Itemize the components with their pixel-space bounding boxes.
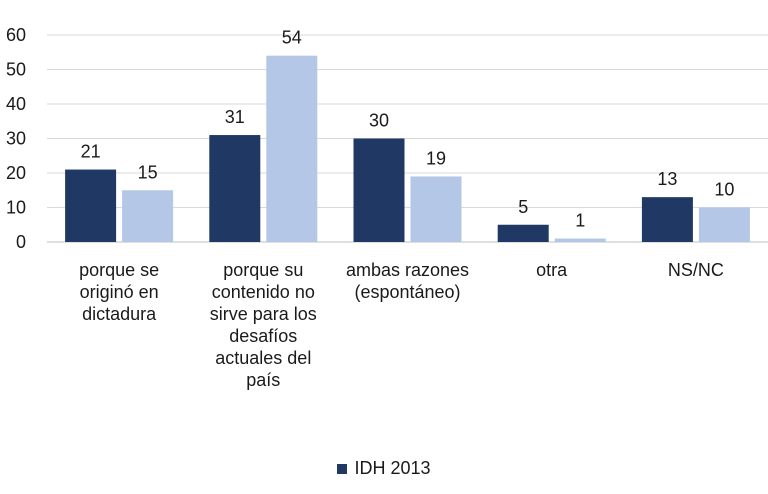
category-label: NS/NC (667, 260, 724, 280)
data-label: 15 (138, 162, 158, 182)
y-tick-label: 20 (6, 163, 26, 183)
y-tick-label: 40 (6, 94, 26, 114)
y-tick-label: 50 (6, 60, 26, 80)
bar-series-1-cat-3 (353, 138, 405, 242)
bar-series-1-cat-4 (497, 224, 549, 242)
bar-series-1-cat-2 (209, 135, 261, 242)
bar-series-1-cat-1 (65, 169, 117, 242)
legend-item: IDH 2013 (337, 458, 431, 479)
legend: IDH 2013 (0, 458, 768, 479)
y-tick-label: 0 (16, 232, 26, 252)
category-label: porque su contenido no sirve para los de… (209, 260, 317, 390)
bar-series-2-cat-3 (410, 176, 462, 242)
bar-series-2-cat-5 (698, 207, 750, 242)
data-label: 13 (657, 169, 677, 189)
category-label: otra (536, 260, 568, 280)
y-tick-label: 60 (6, 25, 26, 45)
bar-series-2-cat-2 (266, 55, 318, 243)
data-label: 31 (225, 107, 245, 127)
category-label: porque se originó en dictadura (79, 260, 160, 324)
data-label: 19 (426, 148, 446, 168)
bars (65, 55, 750, 243)
data-labels: 21 15 31 54 30 19 5 1 13 10 (81, 28, 735, 231)
data-label: 21 (81, 142, 101, 162)
data-label: 5 (518, 197, 528, 217)
data-label: 10 (714, 180, 734, 200)
bar-series-1-cat-5 (641, 197, 693, 242)
legend-swatch (337, 463, 348, 474)
bar-series-2-cat-1 (122, 190, 174, 242)
legend-label: IDH 2013 (354, 458, 431, 478)
bar-series-2-cat-4 (554, 238, 606, 242)
data-label: 30 (369, 111, 389, 131)
y-tick-label: 10 (6, 198, 26, 218)
data-label: 1 (575, 211, 585, 231)
category-label: ambas razones (espontáneo) (345, 260, 470, 302)
data-label: 54 (282, 28, 302, 48)
y-tick-label: 30 (6, 129, 26, 149)
